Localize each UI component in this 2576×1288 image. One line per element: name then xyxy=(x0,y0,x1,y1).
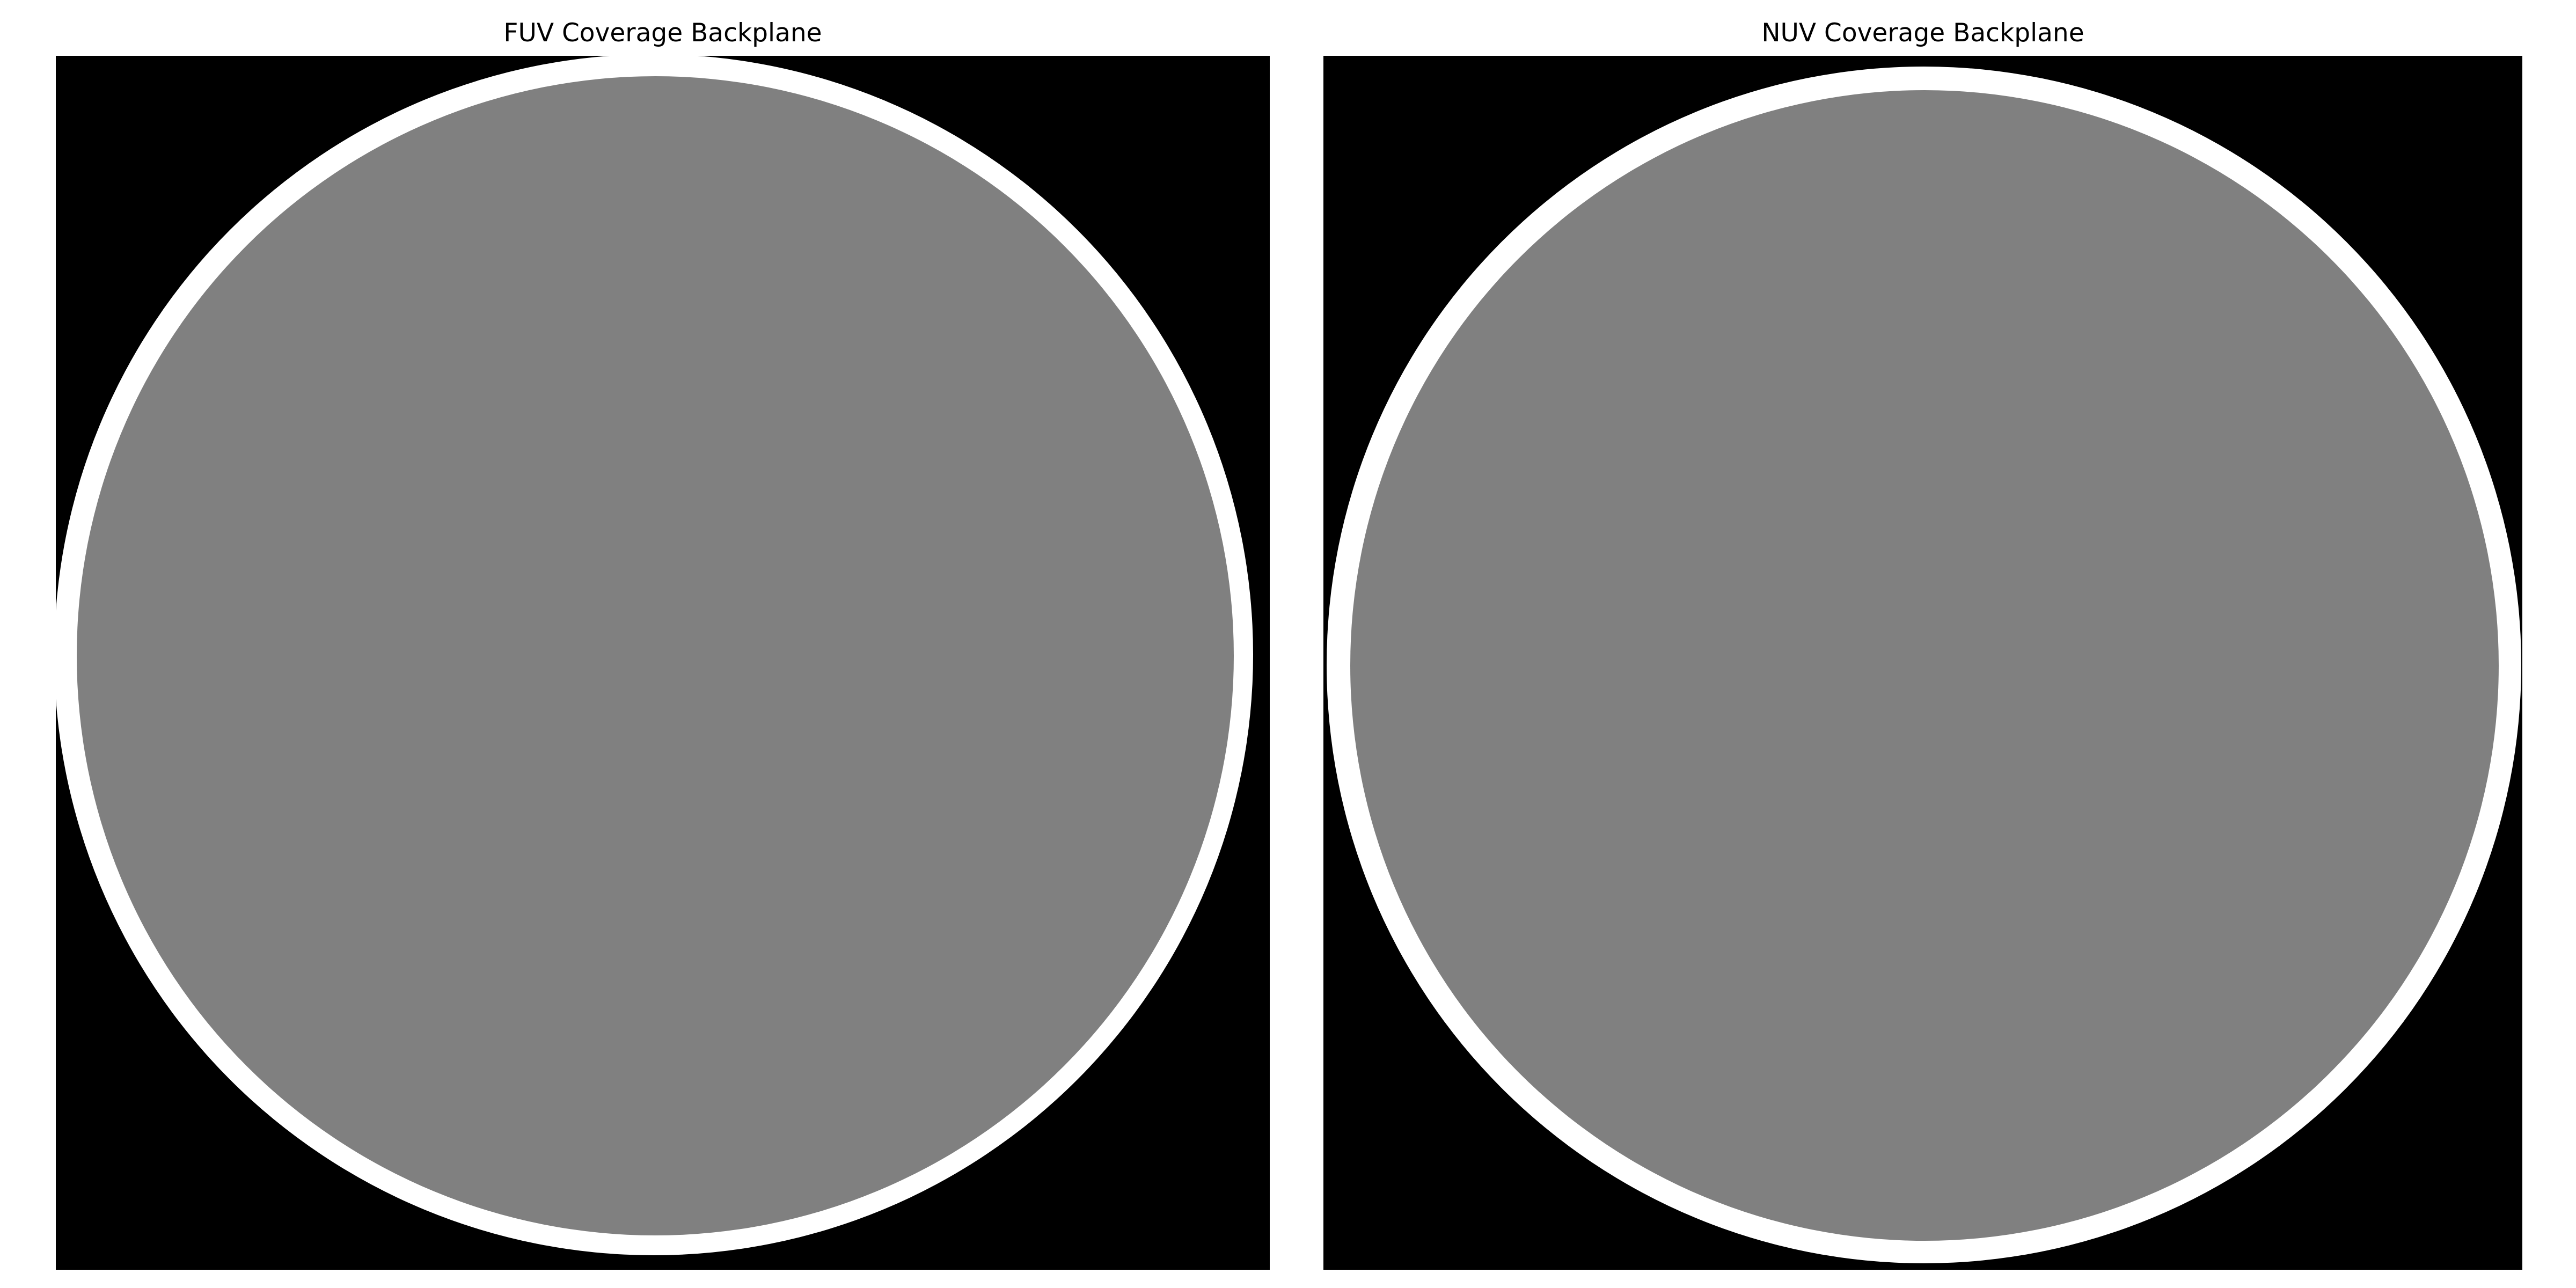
fuv-panel-title: FUV Coverage Backplane xyxy=(503,18,822,48)
nuv-panel-title: NUV Coverage Backplane xyxy=(1761,18,2084,48)
fuv-coverage-disk xyxy=(77,76,1234,1235)
fuv-coverage-image xyxy=(56,56,1270,1270)
nuv-coverage-disk xyxy=(1350,90,2499,1241)
nuv-coverage-image xyxy=(1323,56,2522,1270)
